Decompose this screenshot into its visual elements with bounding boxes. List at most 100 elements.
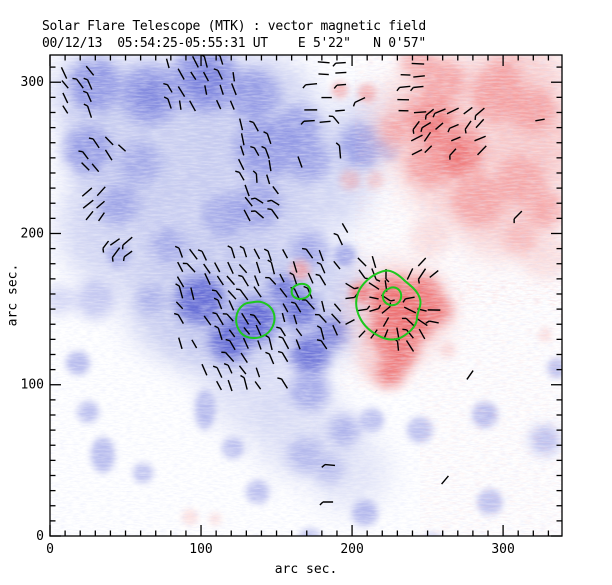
vector-mark (241, 312, 250, 325)
vector-mark (175, 283, 184, 299)
vector-mark (424, 145, 433, 154)
vector-mark (60, 66, 68, 79)
vector-mark (345, 282, 359, 290)
vector-mark (423, 131, 432, 142)
vector-mark (295, 339, 301, 350)
x-tick-label: 300 (491, 542, 514, 557)
vector-mark (62, 105, 69, 114)
vector-mark (212, 365, 223, 378)
vector-mark (83, 103, 93, 118)
vector-mark (369, 304, 382, 313)
vector-mark (216, 380, 223, 391)
vector-mark (401, 317, 415, 327)
vector-mark (117, 144, 127, 152)
vector-mark (341, 223, 349, 233)
vector-mark (82, 90, 92, 103)
vector-mark (474, 107, 485, 120)
x-tick-label: 200 (340, 542, 363, 557)
vector-mark (265, 351, 275, 365)
vector-mark (216, 275, 224, 286)
vector-mark (449, 148, 457, 160)
vector-mark (333, 260, 341, 270)
vector-mark (446, 107, 459, 115)
y-tick-label: 200 (21, 226, 44, 241)
vector-mark (272, 186, 279, 195)
vector-mark (265, 334, 273, 351)
vector-mark (281, 312, 286, 323)
vector-mark (228, 300, 235, 311)
vector-mark (352, 96, 366, 107)
x-tick-label: 0 (46, 542, 54, 557)
vector-mark (413, 111, 427, 114)
vector-mark (429, 270, 439, 278)
vector-mark (243, 209, 251, 222)
vector-mark (276, 326, 286, 337)
vector-mark (447, 123, 459, 133)
vector-mark (333, 303, 342, 312)
vector-mark (227, 245, 236, 259)
vector-mark (302, 83, 318, 89)
vector-mark (267, 259, 276, 275)
vector-mark (189, 100, 197, 112)
vector-mark (464, 120, 472, 134)
vector-mark (402, 328, 414, 339)
vector-mark (316, 325, 325, 340)
tick-labels: 0 100 200 300 0 100 200 300 (21, 75, 515, 557)
vector-mark (178, 100, 182, 110)
vector-mark (227, 379, 233, 392)
vector-mark (204, 85, 208, 95)
vector-mark (282, 249, 289, 259)
vector-mark (292, 261, 298, 273)
vector-mark (91, 163, 100, 173)
vector-mark (228, 329, 236, 338)
vector-mark (203, 315, 212, 326)
vector-mark (300, 119, 315, 125)
x-tick-label: 100 (189, 542, 212, 557)
small-negative-contour (290, 282, 312, 300)
vector-mark (316, 261, 326, 274)
vector-mark (420, 121, 432, 132)
vector-mark (335, 71, 347, 74)
vector-mark (204, 273, 211, 286)
vector-mark (240, 133, 245, 146)
vector-mark (178, 337, 183, 350)
vector-mark (222, 313, 234, 322)
plot-title: Solar Flare Telescope (MTK) : vector mag… (42, 19, 426, 34)
noise-texture (50, 55, 562, 536)
vector-mark (165, 58, 170, 69)
field-strength-contours (235, 269, 422, 341)
vector-mark (221, 351, 235, 363)
vector-mark (319, 501, 334, 506)
vector-mark (535, 118, 545, 122)
vector-mark (176, 276, 185, 288)
vector-mark (96, 200, 105, 209)
vector-mark (243, 326, 251, 335)
vector-mark (435, 122, 444, 130)
axes (49, 54, 563, 537)
vector-mark (238, 264, 248, 274)
vector-mark (203, 263, 211, 274)
vector-mark (411, 62, 425, 65)
vector-mark (212, 311, 224, 326)
x-axis-title: arc sec. (274, 562, 338, 577)
vector-mark (122, 250, 133, 262)
vector-mark (382, 317, 390, 327)
vector-mark (211, 289, 223, 299)
vector-mark (301, 299, 315, 310)
vector-mark (121, 236, 133, 250)
vector-mark (278, 335, 290, 350)
vector-mark (83, 77, 93, 90)
vector-mark (432, 108, 446, 118)
vector-mark (289, 272, 298, 285)
y-tick-label: 100 (21, 378, 44, 393)
vector-mark (226, 275, 236, 286)
vector-mark (357, 257, 367, 267)
vector-mark (265, 276, 277, 285)
vector-mark (102, 240, 110, 253)
vector-mark (301, 247, 314, 259)
vector-mark (466, 370, 474, 380)
vector-mark (72, 77, 84, 89)
vector-mark (277, 350, 289, 363)
vector-mark (513, 210, 523, 224)
